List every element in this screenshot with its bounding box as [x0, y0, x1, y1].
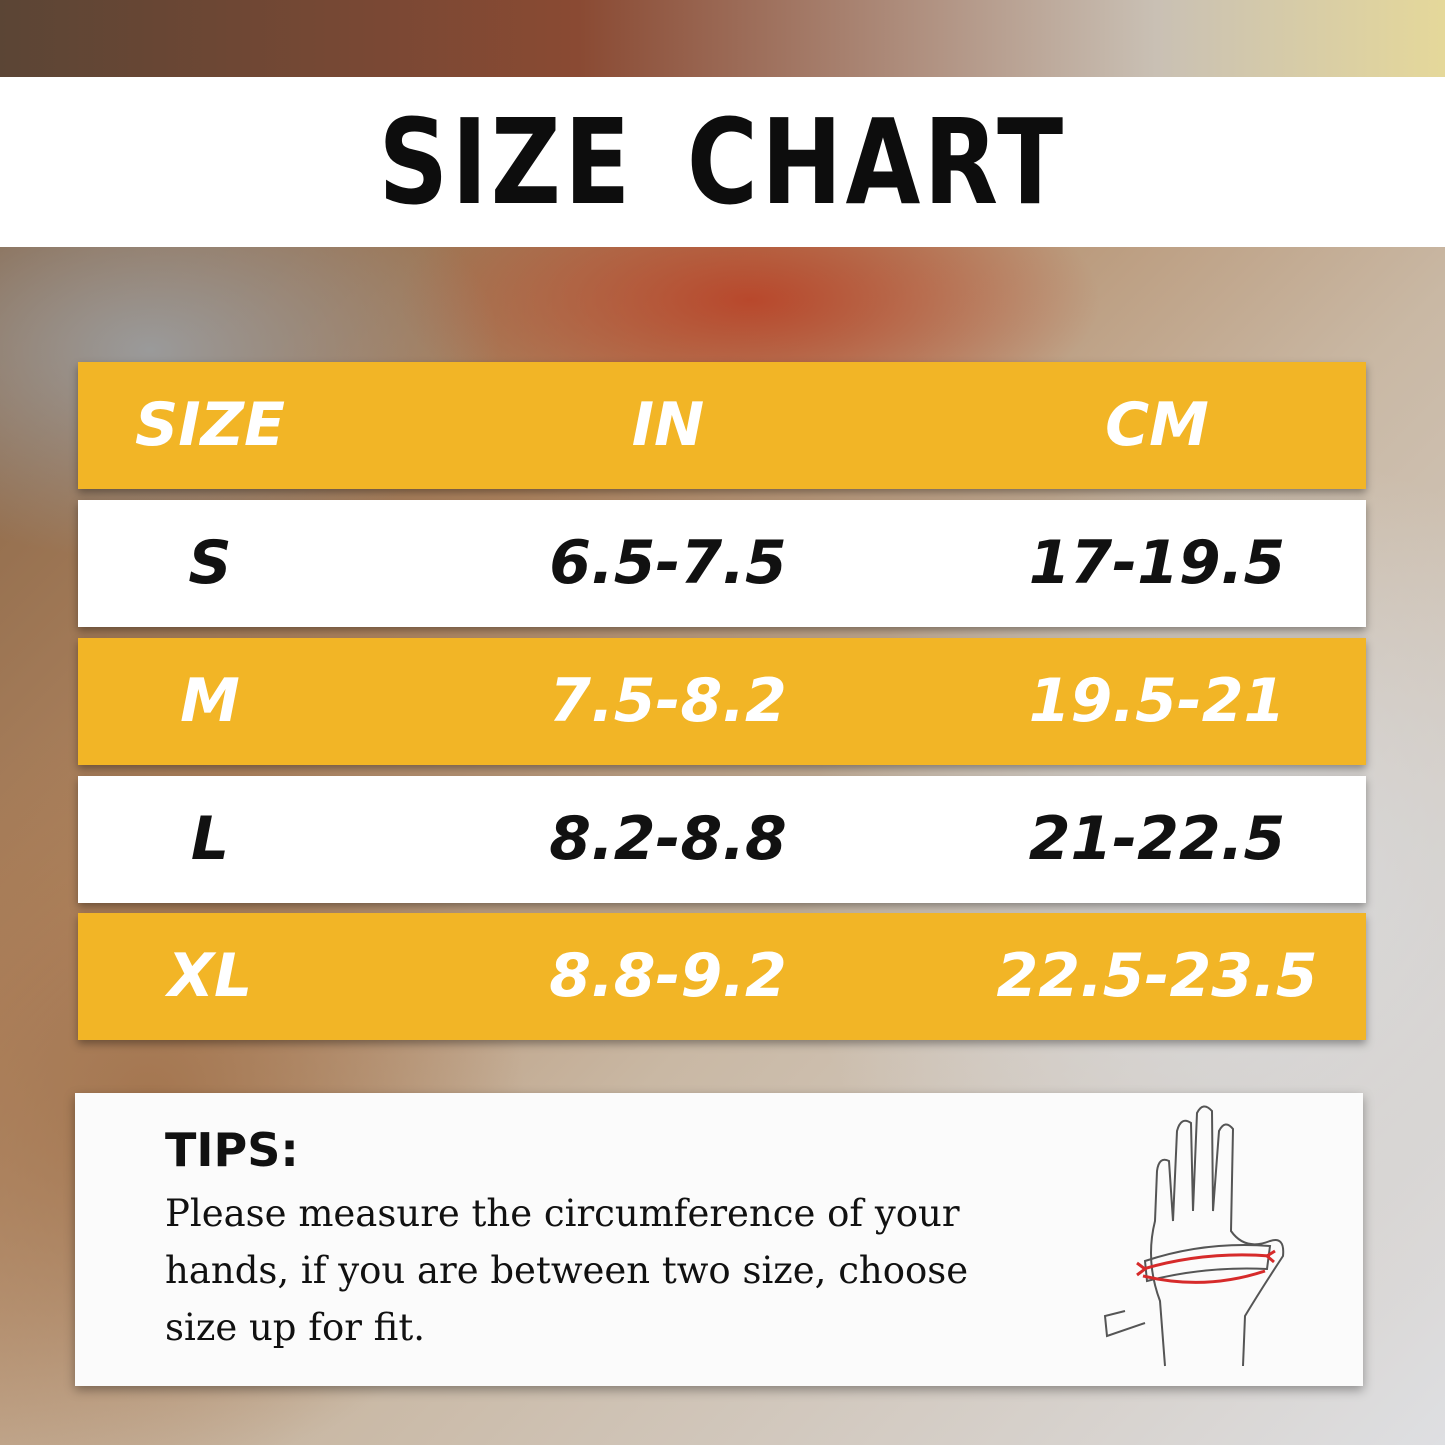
cell-cm: 17-19.5 — [1028, 528, 1286, 598]
tips-heading: TIPS: — [165, 1123, 299, 1177]
cell-in: 6.5-7.5 — [549, 528, 787, 598]
cell-cm: 22.5-23.5 — [996, 941, 1318, 1011]
cell-cm: 21-22.5 — [1028, 804, 1286, 874]
cell-size: L — [190, 804, 230, 874]
table-row: S 6.5-7.5 17-19.5 — [78, 500, 1366, 627]
cell-size: XL — [167, 941, 253, 1011]
table-row: L 8.2-8.8 21-22.5 — [78, 776, 1366, 903]
title-banner: SIZE CHART — [0, 77, 1445, 247]
cell-size: M — [180, 666, 240, 736]
cell-in: 8.8-9.2 — [549, 941, 787, 1011]
table-row: M 7.5-8.2 19.5-21 — [78, 638, 1366, 765]
cell-in: 8.2-8.8 — [549, 804, 787, 874]
background-photo-top — [0, 0, 1445, 77]
hand-measuring-tape-icon — [1103, 1105, 1285, 1367]
header-cm: CM — [1105, 390, 1209, 460]
header-size: SIZE — [134, 390, 286, 460]
page-title: SIZE CHART — [378, 93, 1067, 231]
cell-size: S — [188, 528, 232, 598]
header-in: IN — [631, 390, 705, 460]
tips-text: Please measure the circumference of your… — [165, 1192, 969, 1349]
cell-cm: 19.5-21 — [1028, 666, 1286, 736]
table-row: XL 8.8-9.2 22.5-23.5 — [78, 913, 1366, 1040]
cell-in: 7.5-8.2 — [549, 666, 787, 736]
table-header-row: SIZE IN CM — [78, 362, 1366, 489]
tips-box: TIPS: Please measure the circumference o… — [75, 1093, 1363, 1386]
